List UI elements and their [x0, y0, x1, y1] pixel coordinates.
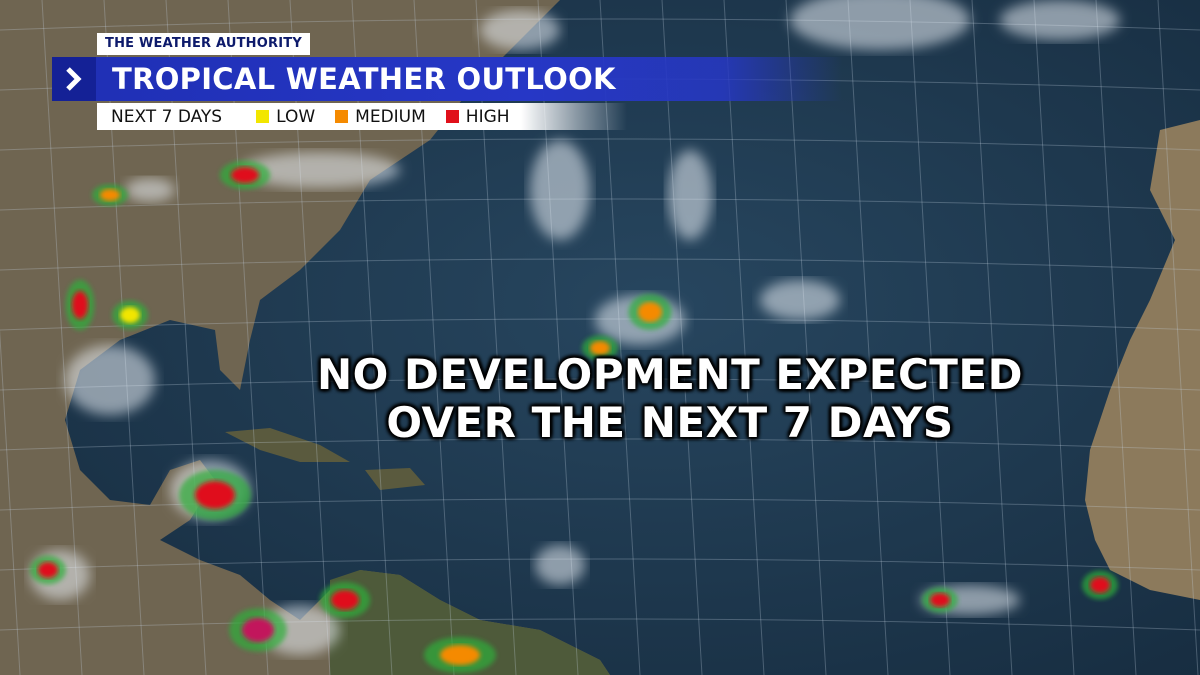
storm-cell	[930, 593, 950, 607]
meridian	[723, 0, 765, 675]
legend-label: MEDIUM	[355, 106, 426, 127]
storm-cell	[440, 645, 480, 665]
storm-cell	[1090, 577, 1110, 593]
title-bar: TROPICAL WEATHER OUTLOOK	[52, 57, 842, 101]
meridian	[661, 0, 703, 675]
cloud	[668, 150, 712, 240]
africa-land	[1085, 120, 1200, 600]
storm-cell	[331, 590, 359, 610]
cloud	[65, 345, 155, 415]
legend-item: HIGH	[445, 106, 510, 127]
south-america-land	[330, 570, 610, 675]
message-line: OVER THE NEXT 7 DAYS	[386, 398, 954, 447]
americas-land	[0, 0, 610, 675]
storm-cell	[195, 481, 235, 509]
brand-label: THE WEATHER AUTHORITY	[97, 33, 310, 55]
storm-cell	[100, 189, 120, 201]
meridian	[0, 329, 21, 675]
cloud	[530, 140, 590, 240]
legend-swatch	[335, 110, 349, 123]
parallel	[0, 258, 1200, 271]
cloud	[480, 10, 560, 50]
cloud-cover	[30, 0, 1120, 673]
meridian	[971, 0, 1013, 675]
cloud	[1000, 0, 1120, 40]
cloud	[125, 178, 175, 202]
chevron	[66, 67, 82, 91]
message-line: NO DEVELOPMENT EXPECTED	[317, 350, 1023, 399]
meridian	[1157, 0, 1199, 675]
parallel	[0, 138, 1200, 151]
legend-period: NEXT 7 DAYS	[111, 106, 223, 127]
cloud	[760, 280, 840, 320]
parallel	[0, 558, 1200, 571]
meridian	[785, 0, 827, 675]
chevron-icon	[66, 67, 82, 91]
storm-cell	[120, 307, 140, 323]
legend-item: LOW	[256, 107, 315, 127]
meridian	[909, 0, 951, 675]
parallel	[0, 198, 1200, 211]
chevron-block	[52, 57, 96, 101]
caribbean-islands	[225, 428, 425, 490]
legend-label: HIGH	[465, 106, 510, 127]
cloud	[240, 152, 400, 188]
legend-item: MEDIUM	[335, 107, 426, 127]
title: TROPICAL WEATHER OUTLOOK	[112, 62, 616, 96]
storm-cell	[231, 167, 259, 183]
legend-swatch	[445, 110, 459, 123]
parallel	[0, 438, 1200, 451]
meridian	[1033, 0, 1075, 675]
meridian	[1095, 0, 1137, 675]
legend: NEXT 7 DAYS LOW MEDIUM HIGH	[97, 103, 627, 130]
storm-cell	[242, 618, 274, 642]
storm-cell	[38, 562, 58, 578]
parallel	[0, 618, 1200, 631]
legend-label: LOW	[276, 106, 316, 127]
storm-cell	[590, 341, 610, 355]
cloud	[535, 545, 585, 585]
storm-cell	[72, 291, 88, 319]
legend-swatch	[256, 110, 270, 123]
meridian	[847, 0, 889, 675]
parallel	[0, 378, 1200, 391]
storm-cell	[638, 302, 662, 322]
cloud	[790, 0, 970, 50]
